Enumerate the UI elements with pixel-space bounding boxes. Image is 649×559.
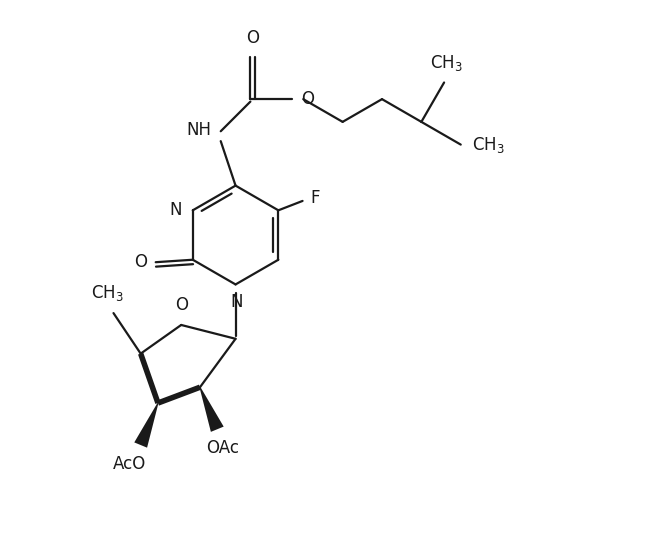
Text: N: N bbox=[169, 201, 182, 219]
Text: F: F bbox=[310, 189, 320, 207]
Text: NH: NH bbox=[187, 121, 212, 139]
Text: O: O bbox=[175, 296, 188, 314]
Text: OAc: OAc bbox=[206, 439, 239, 457]
Text: CH$_3$: CH$_3$ bbox=[472, 135, 504, 155]
Text: O: O bbox=[134, 253, 147, 271]
Text: O: O bbox=[301, 90, 314, 108]
Text: O: O bbox=[247, 29, 260, 48]
Text: N: N bbox=[231, 293, 243, 311]
Polygon shape bbox=[134, 403, 158, 448]
Text: CH$_3$: CH$_3$ bbox=[92, 283, 124, 303]
Text: CH$_3$: CH$_3$ bbox=[430, 53, 463, 73]
Polygon shape bbox=[199, 387, 224, 432]
Text: AcO: AcO bbox=[113, 455, 147, 473]
